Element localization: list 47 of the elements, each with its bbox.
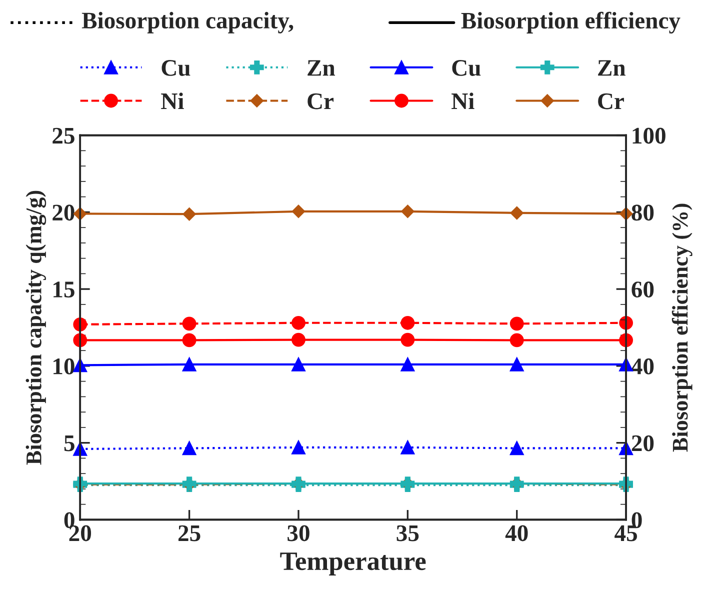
legend-label: Ni <box>161 92 184 110</box>
text: Biosorption capacity, <box>82 12 294 34</box>
x-tick-label: 25 <box>178 525 200 542</box>
y2-tick-label: 40 <box>631 358 654 374</box>
text: Biosorption efficiency <box>461 12 680 34</box>
point <box>400 357 415 372</box>
point <box>292 440 306 454</box>
y2-tick-label: 20 <box>632 435 654 452</box>
legend-label: Zn <box>598 60 626 76</box>
y-tick-label: 10 <box>54 358 74 374</box>
point <box>292 357 306 372</box>
y2-tick-label: 60 <box>632 282 654 298</box>
point <box>400 440 415 454</box>
y-tick-label: 15 <box>54 282 74 298</box>
y2-tick-label: 100 <box>632 128 666 144</box>
x-tick-label: 40 <box>505 525 528 542</box>
legend-label: Cr <box>308 93 334 110</box>
point <box>292 204 306 218</box>
y-tick-label: 20 <box>52 204 74 221</box>
legend-label: Cr <box>598 93 624 110</box>
point <box>401 204 414 218</box>
y-tick-label: 25 <box>52 128 74 144</box>
point <box>510 316 524 331</box>
point <box>510 357 524 372</box>
legend-label: Ni <box>452 92 474 110</box>
point <box>400 332 415 347</box>
y-tick-label: 5 <box>64 436 74 452</box>
x-axis-title: Temperature <box>280 552 426 576</box>
y2-axis-title: Biosorption efficiency (%) <box>672 204 692 452</box>
legend-label: Cu <box>452 60 481 76</box>
point <box>510 333 524 348</box>
legend-label: Zn <box>308 60 336 76</box>
point <box>292 332 306 347</box>
point <box>182 333 196 348</box>
y2-tick-label: 80 <box>632 204 654 221</box>
point <box>292 316 306 330</box>
legend-label: Cu <box>162 60 190 76</box>
point <box>510 206 524 220</box>
point <box>182 208 196 221</box>
point <box>182 316 196 331</box>
point <box>510 441 524 456</box>
point <box>400 316 415 330</box>
x-tick-label: 35 <box>396 525 419 542</box>
x-tick-label: 30 <box>288 525 310 542</box>
point <box>182 357 196 372</box>
point <box>182 441 196 456</box>
y-axis-title: Biosorption capacity q(mg/g) <box>26 190 46 465</box>
